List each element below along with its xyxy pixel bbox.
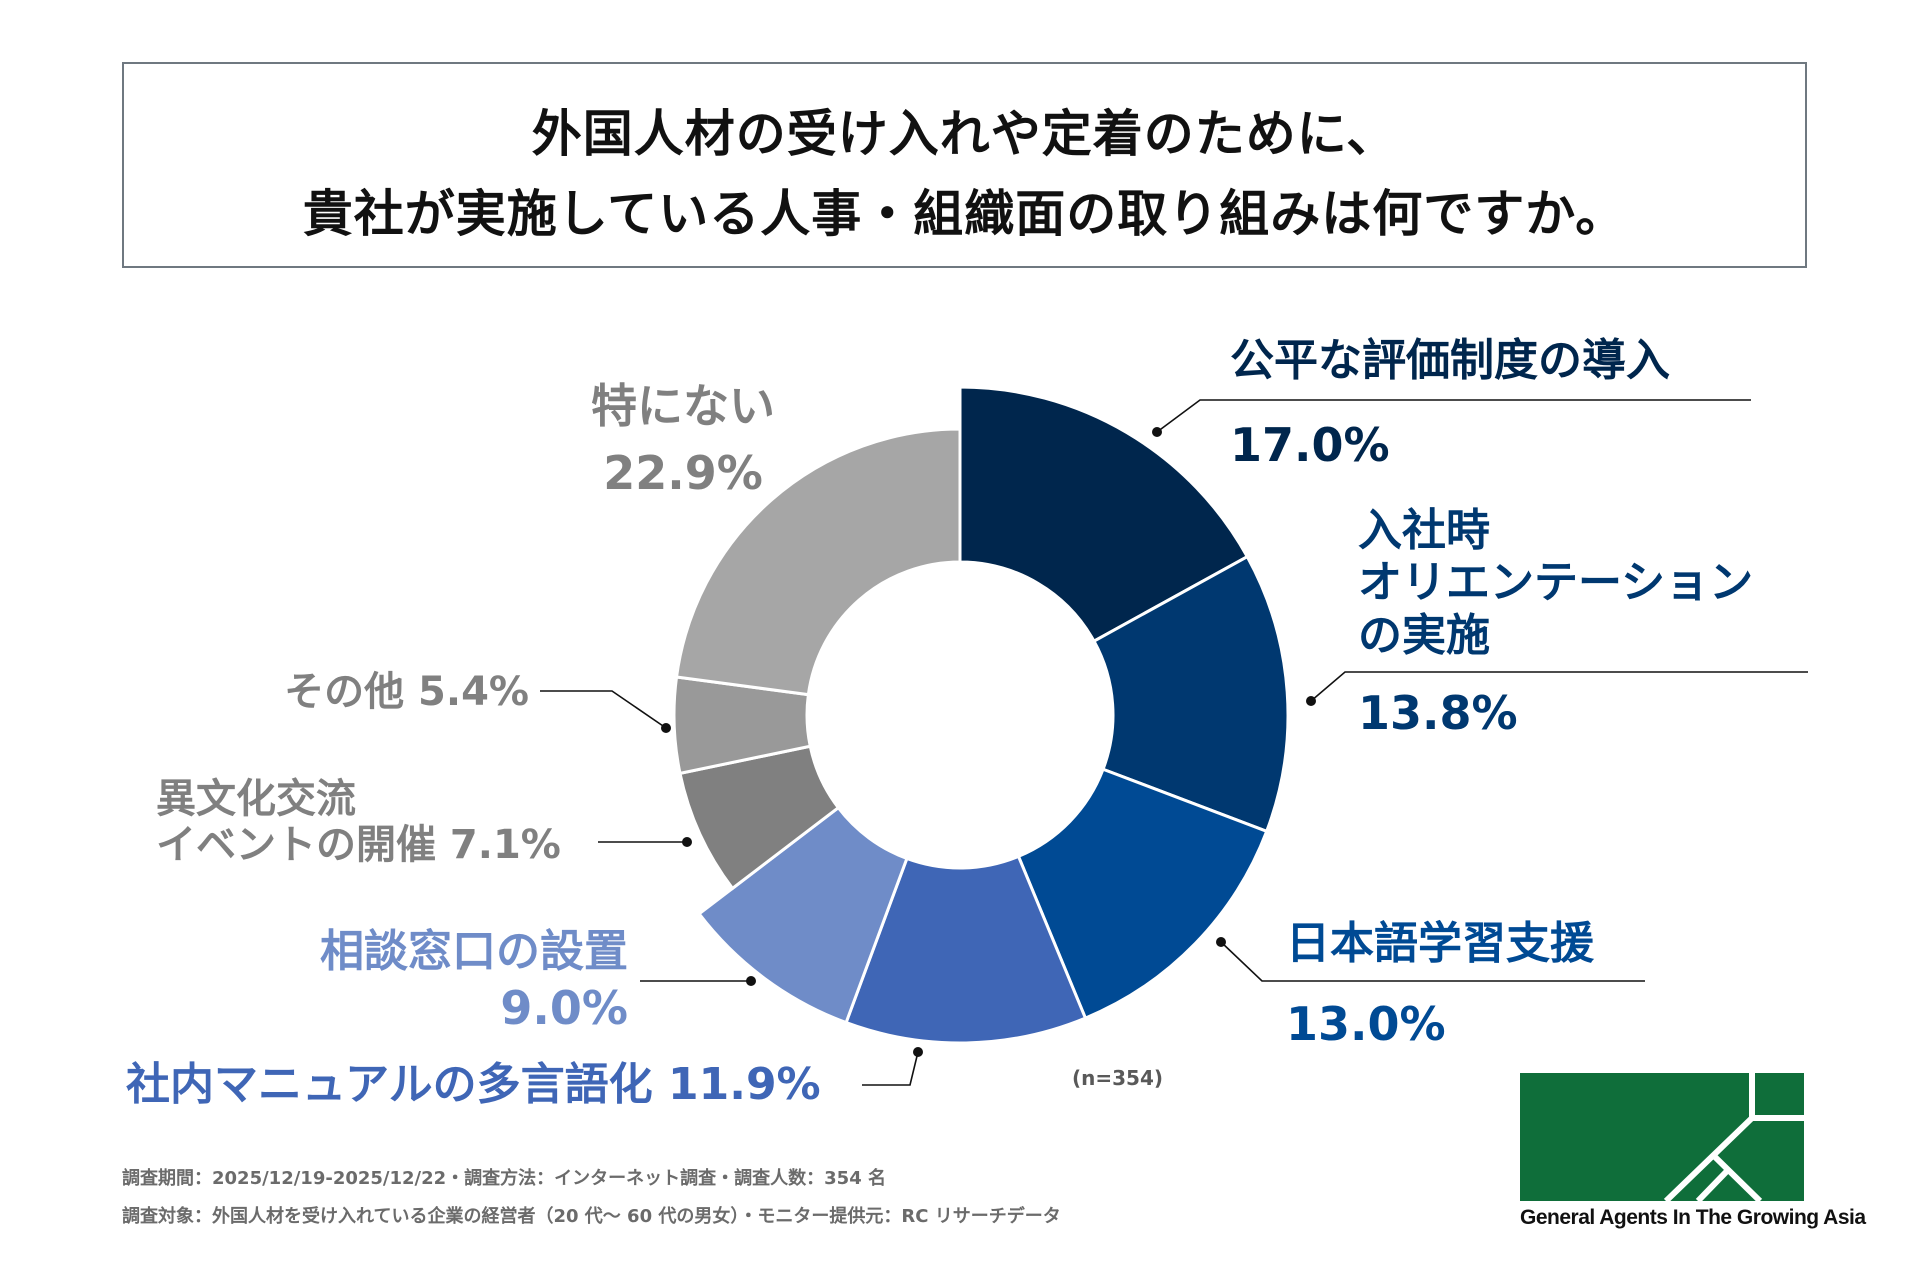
company-logo bbox=[1520, 1073, 1804, 1201]
slice-label-1-0: 入社時 bbox=[1358, 505, 1490, 556]
leader-dot-1 bbox=[1306, 696, 1316, 706]
leader-dot-4 bbox=[746, 976, 756, 986]
slice-label-2-0: 日本語学習支援 bbox=[1286, 918, 1595, 969]
leader-line-1 bbox=[1310, 671, 1808, 702]
footer-survey-target: 調査対象：外国人材を受け入れている企業の経営者（20 代～ 60 代の男女）・モ… bbox=[122, 1206, 1061, 1227]
leader-dot-2 bbox=[1216, 937, 1226, 947]
slice-label-5-1: イベントの開催 7.1% bbox=[156, 822, 561, 868]
donut-slice-2 bbox=[1016, 767, 1269, 1021]
slice-value-7-1: 22.9% bbox=[603, 446, 763, 500]
leader-line-6 bbox=[540, 690, 667, 729]
slice-value-2: 13.0% bbox=[1286, 997, 1446, 1051]
slice-value-0: 17.0% bbox=[1230, 418, 1390, 472]
slice-value-4: 9.0% bbox=[500, 981, 628, 1035]
leader-line-3 bbox=[862, 1051, 919, 1086]
slice-label-0-0: 公平な評価制度の導入 bbox=[1230, 335, 1670, 386]
donut-slice-0 bbox=[958, 385, 1250, 644]
logo-line-2 bbox=[1663, 1115, 1755, 1201]
donut-slice-7 bbox=[674, 427, 962, 697]
title-line-2: 貴社が実施している人事・組織面の取り組みは何ですか。 bbox=[302, 185, 1627, 243]
leader-dot-0 bbox=[1152, 427, 1162, 437]
leader-dot-3 bbox=[913, 1047, 923, 1057]
leader-dot-5 bbox=[682, 837, 692, 847]
slice-label-1-1: オリエンテーション bbox=[1358, 557, 1753, 608]
slice-label-6-0: その他 5.4% bbox=[284, 669, 529, 715]
slice-label-1-2: の実施 bbox=[1358, 610, 1490, 661]
slice-label-5-0: 異文化交流 bbox=[156, 776, 356, 822]
sample-size-note: (n=354) bbox=[1072, 1066, 1163, 1090]
leader-dot-6 bbox=[661, 723, 671, 733]
slice-label-7-0: 特にない bbox=[591, 379, 775, 433]
title-box: 外国人材の受け入れや定着のために、 貴社が実施している人事・組織面の取り組みは何… bbox=[122, 62, 1807, 268]
slice-label-4-0: 相談窓口の設置 bbox=[320, 926, 628, 977]
title-line-1: 外国人材の受け入れや定着のために、 bbox=[531, 105, 1398, 163]
logo-text: General Agents In The Growing Asia bbox=[1520, 1206, 1866, 1229]
leader-line-2 bbox=[1220, 941, 1645, 982]
leader-line-0 bbox=[1156, 399, 1751, 433]
slice-label-3-0: 社内マニュアルの多言語化 11.9% bbox=[126, 1059, 821, 1110]
logo-background bbox=[1520, 1073, 1804, 1201]
logo-line-4 bbox=[1695, 1167, 1731, 1201]
donut-slice-1 bbox=[1091, 554, 1290, 834]
donut-slice-4 bbox=[697, 805, 909, 1025]
footer-survey-period: 調査期間：2025/12/19-2025/12/22・調査方法：インターネット調… bbox=[122, 1168, 886, 1189]
donut-slice-3 bbox=[844, 854, 1088, 1045]
slice-value-1: 13.8% bbox=[1358, 686, 1518, 740]
logo-line-3 bbox=[1710, 1152, 1763, 1201]
